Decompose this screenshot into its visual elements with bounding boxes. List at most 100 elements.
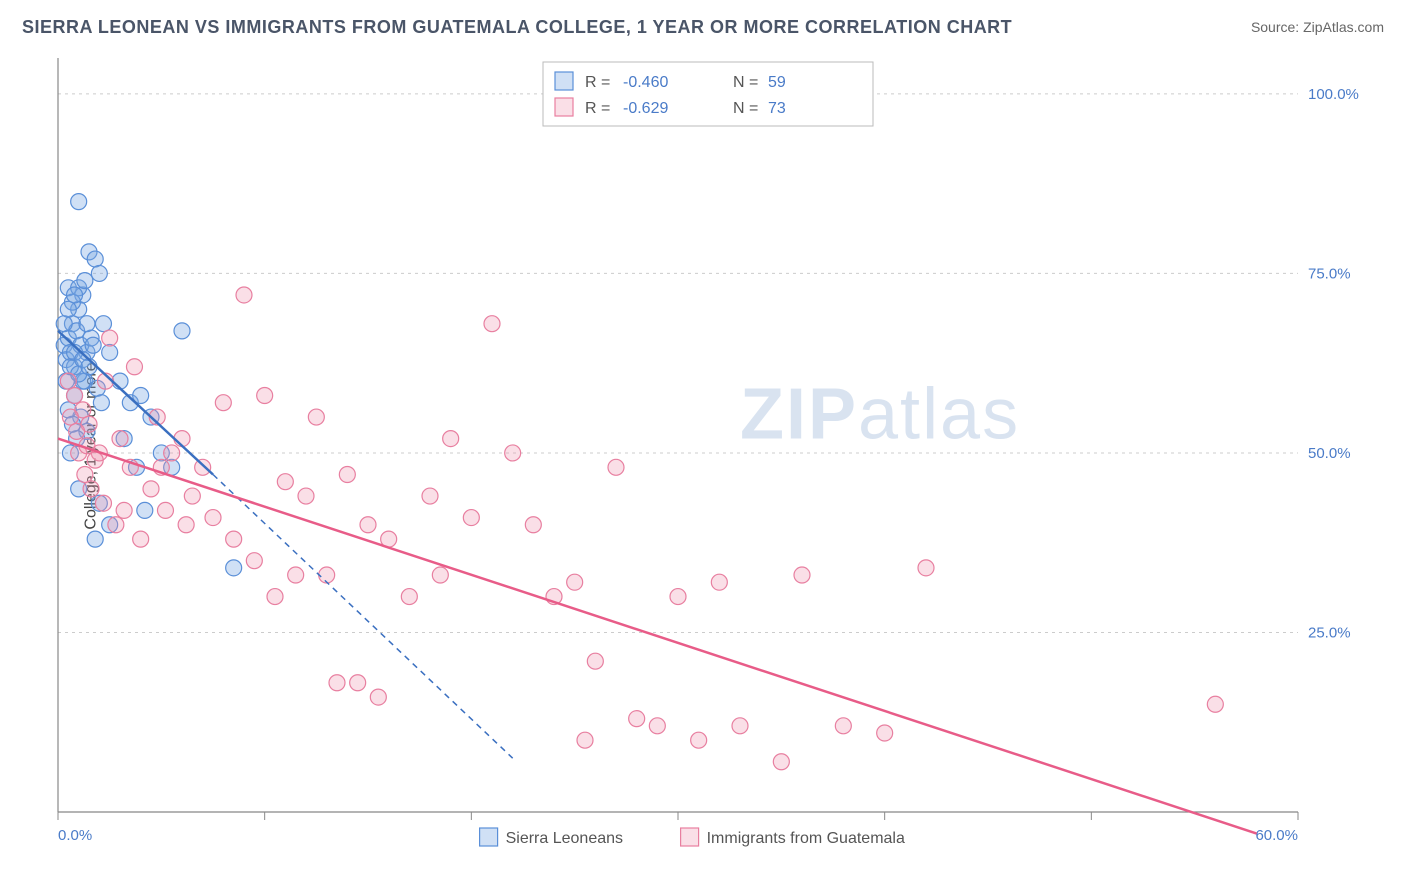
- bottom-legend-label: Immigrants from Guatemala: [707, 830, 905, 847]
- data-point: [732, 718, 748, 734]
- trend-line: [58, 439, 1257, 834]
- data-point: [83, 481, 99, 497]
- data-point: [1207, 696, 1223, 712]
- data-point: [877, 725, 893, 741]
- data-point: [525, 517, 541, 533]
- data-point: [443, 431, 459, 447]
- data-point: [267, 589, 283, 605]
- data-point: [215, 395, 231, 411]
- data-point: [116, 502, 132, 518]
- data-point: [95, 495, 111, 511]
- data-point: [71, 194, 87, 210]
- data-point: [246, 553, 262, 569]
- legend-r-label: R =: [585, 74, 610, 91]
- data-point: [422, 488, 438, 504]
- chart-plot-area: 25.0%50.0%75.0%100.0%ZIPatlas0.0%60.0%R …: [48, 52, 1368, 852]
- data-point: [112, 431, 128, 447]
- legend-swatch: [555, 98, 573, 116]
- data-point: [102, 330, 118, 346]
- source-label: Source: ZipAtlas.com: [1251, 19, 1384, 35]
- data-point: [649, 718, 665, 734]
- data-point: [69, 423, 85, 439]
- data-point: [670, 589, 686, 605]
- data-point: [87, 251, 103, 267]
- data-point: [370, 689, 386, 705]
- data-point: [236, 287, 252, 303]
- legend-n-value: 59: [768, 74, 786, 91]
- data-point: [62, 409, 78, 425]
- data-point: [60, 301, 76, 317]
- data-point: [157, 502, 173, 518]
- chart-title: SIERRA LEONEAN VS IMMIGRANTS FROM GUATEM…: [22, 17, 1012, 38]
- legend-n-value: 73: [768, 100, 786, 117]
- data-point: [587, 653, 603, 669]
- data-point: [401, 589, 417, 605]
- data-point: [60, 373, 76, 389]
- data-point: [133, 531, 149, 547]
- data-point: [691, 732, 707, 748]
- data-point: [226, 560, 242, 576]
- data-point: [67, 388, 83, 404]
- data-point: [308, 409, 324, 425]
- watermark: ZIPatlas: [740, 375, 1020, 455]
- data-point: [108, 517, 124, 533]
- data-point: [277, 474, 293, 490]
- data-point: [87, 531, 103, 547]
- data-point: [77, 273, 93, 289]
- data-point: [174, 323, 190, 339]
- data-point: [350, 675, 366, 691]
- data-point: [629, 711, 645, 727]
- data-point: [339, 466, 355, 482]
- data-point: [298, 488, 314, 504]
- data-point: [432, 567, 448, 583]
- data-point: [56, 316, 72, 332]
- legend-r-value: -0.460: [623, 74, 668, 91]
- data-point: [164, 445, 180, 461]
- bottom-legend-swatch: [681, 828, 699, 846]
- x-tick-label: 60.0%: [1255, 827, 1298, 844]
- data-point: [178, 517, 194, 533]
- data-point: [329, 675, 345, 691]
- legend-n-label: N =: [733, 100, 758, 117]
- data-point: [95, 316, 111, 332]
- chart-svg: 25.0%50.0%75.0%100.0%ZIPatlas0.0%60.0%R …: [48, 52, 1368, 852]
- data-point: [484, 316, 500, 332]
- data-point: [126, 359, 142, 375]
- data-point: [505, 445, 521, 461]
- data-point: [67, 287, 83, 303]
- data-point: [226, 531, 242, 547]
- data-point: [835, 718, 851, 734]
- data-point: [102, 344, 118, 360]
- y-tick-label: 75.0%: [1308, 265, 1351, 282]
- data-point: [360, 517, 376, 533]
- legend-r-value: -0.629: [623, 100, 668, 117]
- data-point: [93, 395, 109, 411]
- data-point: [319, 567, 335, 583]
- data-point: [85, 337, 101, 353]
- data-point: [91, 265, 107, 281]
- data-point: [711, 574, 727, 590]
- y-tick-label: 100.0%: [1308, 86, 1359, 103]
- data-point: [87, 452, 103, 468]
- data-point: [143, 481, 159, 497]
- data-point: [288, 567, 304, 583]
- data-point: [77, 466, 93, 482]
- bottom-legend-label: Sierra Leoneans: [506, 830, 623, 847]
- data-point: [195, 459, 211, 475]
- x-tick-label: 0.0%: [58, 827, 92, 844]
- data-point: [773, 754, 789, 770]
- data-point: [608, 459, 624, 475]
- data-point: [918, 560, 934, 576]
- data-point: [205, 510, 221, 526]
- data-point: [463, 510, 479, 526]
- y-tick-label: 50.0%: [1308, 445, 1351, 462]
- bottom-legend-swatch: [480, 828, 498, 846]
- data-point: [257, 388, 273, 404]
- data-point: [137, 502, 153, 518]
- data-point: [794, 567, 810, 583]
- legend-r-label: R =: [585, 100, 610, 117]
- data-point: [79, 316, 95, 332]
- data-point: [577, 732, 593, 748]
- legend-n-label: N =: [733, 74, 758, 91]
- legend-swatch: [555, 72, 573, 90]
